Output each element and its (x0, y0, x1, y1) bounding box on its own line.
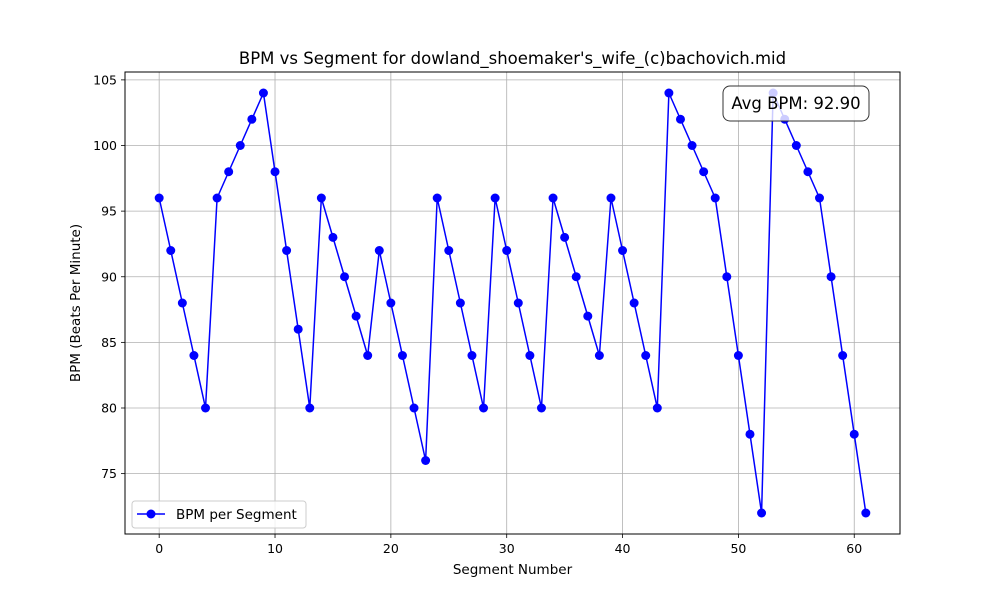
x-axis-label: Segment Number (453, 562, 573, 578)
data-point (699, 167, 709, 177)
data-point (386, 298, 396, 308)
y-tick-label: 75 (101, 466, 117, 481)
x-tick-label: 40 (615, 541, 631, 556)
data-point (247, 114, 257, 124)
series-group (154, 88, 871, 518)
data-point (374, 246, 384, 255)
data-point (421, 456, 431, 465)
data-point (664, 88, 674, 98)
data-point (710, 193, 720, 203)
data-point (675, 114, 685, 124)
data-point (328, 232, 338, 242)
data-point (861, 508, 871, 518)
y-axis-ticks: 75 80 85 90 95 100 105 (93, 72, 125, 481)
data-point (629, 298, 639, 308)
data-point (455, 298, 465, 308)
data-point (316, 193, 326, 203)
data-point (224, 167, 234, 177)
data-point (363, 351, 373, 360)
data-point (490, 193, 500, 203)
x-tick-label: 30 (499, 541, 515, 556)
avg-annotation-box (722, 85, 870, 122)
x-tick-label: 50 (730, 541, 746, 556)
data-point (583, 311, 593, 321)
legend-box (131, 500, 307, 529)
data-point (397, 351, 407, 360)
data-point (258, 88, 268, 98)
data-point (154, 193, 164, 203)
data-point (409, 403, 419, 413)
data-point (235, 141, 245, 150)
data-point (305, 403, 315, 413)
y-axis-label: BPM (Beats Per Minute) (68, 224, 84, 382)
data-point (351, 311, 361, 321)
data-point (502, 246, 512, 255)
data-point (467, 351, 477, 360)
data-point (201, 403, 211, 413)
legend-label: BPM per Segment (176, 507, 297, 523)
x-axis-ticks: 0 10 20 30 40 50 60 (155, 534, 862, 556)
x-tick-label: 0 (155, 541, 163, 556)
data-point (814, 193, 824, 203)
data-point (525, 351, 535, 360)
y-tick-label: 85 (101, 335, 117, 350)
data-point (177, 298, 187, 308)
data-point (722, 272, 732, 282)
data-point (606, 193, 616, 203)
data-point (849, 429, 859, 439)
legend: BPM per Segment (131, 500, 307, 529)
data-point (479, 403, 489, 413)
data-point (444, 246, 454, 255)
y-tick-label: 105 (93, 72, 117, 87)
data-point (838, 351, 848, 360)
y-tick-label: 80 (101, 401, 117, 416)
data-point (270, 167, 280, 177)
data-point (536, 403, 546, 413)
data-point (826, 272, 836, 282)
data-point (745, 429, 755, 439)
data-point (189, 351, 199, 360)
data-point (687, 141, 697, 150)
plot-frame (124, 71, 901, 535)
data-point (293, 324, 303, 334)
data-point (282, 246, 292, 255)
data-point (803, 167, 813, 177)
legend-marker-swatch (146, 509, 156, 519)
data-point (432, 193, 442, 203)
data-point (652, 403, 662, 413)
data-point (340, 272, 350, 282)
y-tick-label: 100 (93, 138, 117, 153)
chart-title: BPM vs Segment for dowland_shoemaker's_w… (239, 49, 786, 69)
data-point (548, 193, 558, 203)
data-point (513, 298, 523, 308)
data-point (166, 246, 176, 255)
x-tick-label: 60 (846, 541, 862, 556)
x-tick-label: 20 (383, 541, 399, 556)
data-point (641, 351, 651, 360)
avg-annotation-text: Avg BPM: 92.90 (731, 94, 860, 113)
data-point (791, 141, 801, 150)
data-point (618, 246, 628, 255)
data-point (560, 232, 570, 242)
series-line (158, 92, 867, 514)
data-point (757, 508, 767, 518)
data-point (571, 272, 581, 282)
x-tick-label: 10 (267, 541, 283, 556)
avg-annotation: Avg BPM: 92.90 (722, 85, 870, 122)
y-tick-label: 90 (101, 269, 117, 284)
data-point (212, 193, 222, 203)
data-point (733, 351, 743, 360)
data-point (594, 351, 604, 360)
y-tick-label: 95 (101, 204, 117, 219)
